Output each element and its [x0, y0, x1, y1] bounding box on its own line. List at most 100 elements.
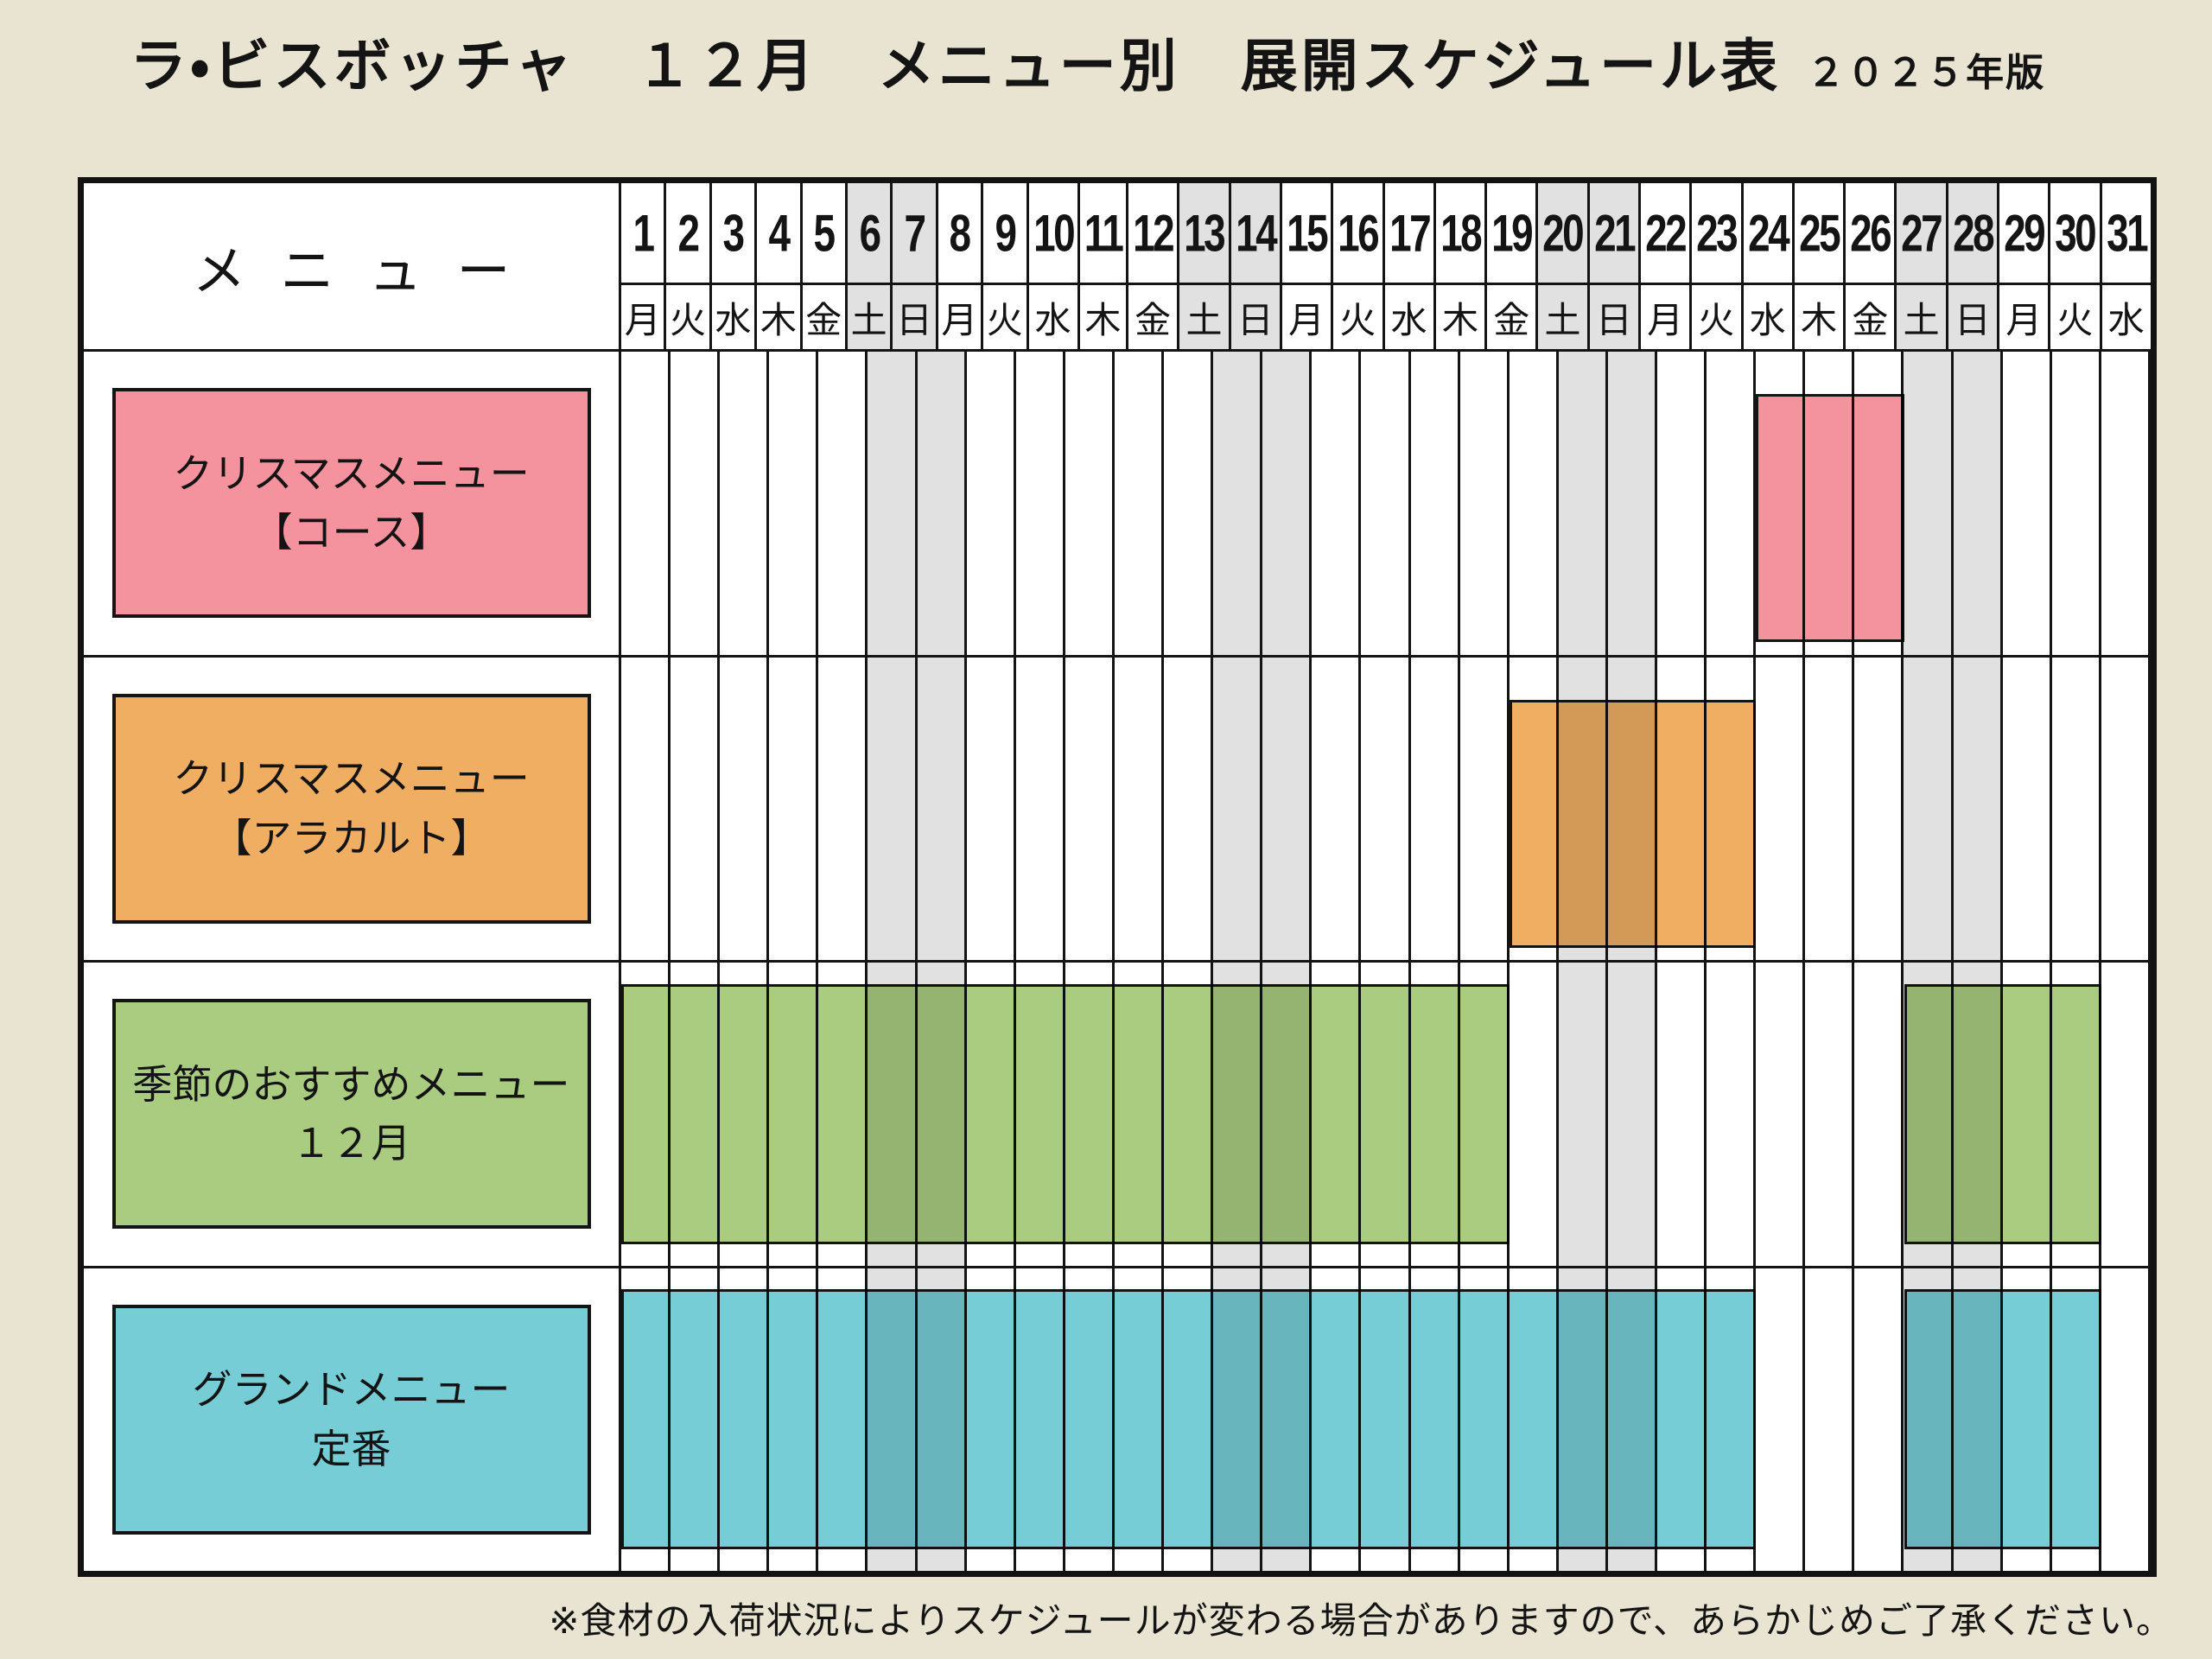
day-cell — [1657, 352, 1707, 655]
menu-label-line2: 【コース】 — [252, 510, 450, 556]
day-cell — [621, 657, 671, 960]
weekday-label: 月 — [1647, 299, 1684, 340]
day-number-text: 13 — [1184, 203, 1226, 263]
weekday-label: 水 — [715, 299, 752, 340]
day-number-text: 20 — [1542, 203, 1585, 263]
day-cell — [1953, 657, 2003, 960]
day-cell — [1510, 963, 1559, 1266]
day-column-header: 11 木 — [1079, 183, 1129, 349]
weekday-label: 土 — [1185, 299, 1223, 340]
day-number: 9 — [983, 183, 1027, 285]
menu-column-header: メニュー — [84, 183, 621, 349]
weekday-label: 木 — [760, 299, 797, 340]
schedule-row: グランドメニュー 定番 — [84, 1268, 2151, 1571]
menu-label-line2: 定番 — [311, 1426, 391, 1471]
weekday-label: 金 — [1135, 299, 1172, 340]
day-number: 7 — [893, 183, 936, 285]
weekday-label: 日 — [1595, 299, 1632, 340]
day-number-text: 12 — [1133, 203, 1175, 263]
weekday-label: 水 — [1034, 299, 1071, 340]
day-number: 2 — [666, 183, 709, 285]
day-cell — [1016, 352, 1065, 655]
day-cell — [818, 352, 868, 655]
day-number-text: 5 — [813, 203, 836, 263]
day-cell — [1607, 963, 1657, 1266]
day-column-header: 28 日 — [1948, 183, 2000, 349]
day-cell — [1016, 657, 1065, 960]
menu-label-cell: 季節のおすすめメニュー １２月 — [84, 963, 621, 1266]
menu-label-box: クリスマスメニュー 【コース】 — [111, 388, 591, 619]
menu-label-line2: 【アラカルト】 — [212, 815, 491, 861]
day-cell — [1756, 963, 1806, 1266]
day-column-header: 27 土 — [1897, 183, 1948, 349]
weekday-label: 日 — [1236, 299, 1274, 340]
day-cell — [2003, 657, 2052, 960]
day-cell — [1805, 1268, 1855, 1571]
day-cell — [1411, 352, 1460, 655]
day-number: 28 — [1948, 183, 1998, 285]
day-cell — [868, 657, 918, 960]
day-cell — [1707, 352, 1757, 655]
day-number: 22 — [1640, 183, 1690, 285]
day-headers: 1 月 2 火 3 水 4 木 5 金 6 土 7 日 8 月 9 火 10 水 11 木 12 金 13 土 14 日 15 月 16 火 1… — [621, 183, 2151, 349]
page-title-text: ラ・ビスボッチャ １２月 メニュー別 展開スケジュール表 — [130, 34, 1782, 98]
day-cell — [1854, 963, 1904, 1266]
day-number-text: 1 — [632, 203, 655, 263]
footer-note: ※食材の入荷状況によりスケジュールが変わる場合がありますので、あらかじめご了承く… — [549, 1600, 2173, 1641]
day-cell — [671, 657, 721, 960]
day-cell — [967, 352, 1016, 655]
day-number: 5 — [802, 183, 845, 285]
day-number: 17 — [1384, 183, 1433, 285]
day-cell — [1115, 657, 1165, 960]
menu-label-cell: クリスマスメニュー 【コース】 — [84, 352, 621, 655]
weekday-label: 水 — [2107, 299, 2145, 340]
day-column-header: 19 金 — [1487, 183, 1539, 349]
day-number: 6 — [847, 183, 891, 285]
day-cell — [671, 352, 721, 655]
day-column-header: 25 木 — [1794, 183, 1847, 349]
day-number-text: 26 — [1850, 203, 1892, 263]
day-number: 4 — [757, 183, 800, 285]
day-cell — [1510, 352, 1559, 655]
day-number-text: 27 — [1901, 203, 1944, 263]
row-day-cells — [621, 352, 2151, 655]
weekday-label: 月 — [941, 299, 978, 340]
day-number: 12 — [1128, 183, 1178, 285]
day-column-header: 21 日 — [1589, 183, 1641, 349]
day-cell — [1904, 352, 1954, 655]
menu-schedule-bar — [621, 983, 1510, 1244]
day-cell — [1805, 657, 1855, 960]
day-cell — [818, 657, 868, 960]
day-column-header: 23 火 — [1692, 183, 1744, 349]
day-cell — [1262, 352, 1313, 655]
day-cell — [1312, 657, 1362, 960]
weekday-label: 金 — [1493, 299, 1530, 340]
day-cell — [1065, 657, 1115, 960]
menu-label-line1: 季節のおすすめメニュー — [132, 1061, 570, 1107]
day-number-text: 16 — [1338, 203, 1380, 263]
row-day-cells — [621, 963, 2151, 1266]
day-number-text: 8 — [949, 203, 972, 263]
day-column-header: 20 土 — [1538, 183, 1590, 349]
weekday-label: 月 — [2005, 299, 2043, 340]
schedule-row: クリスマスメニュー 【アラカルト】 — [84, 657, 2151, 963]
day-cell — [1953, 352, 2003, 655]
day-number: 31 — [2101, 183, 2151, 285]
day-cell — [917, 352, 967, 655]
day-cell — [1460, 657, 1510, 960]
weekday-label: 火 — [1339, 299, 1376, 340]
day-cell — [967, 657, 1016, 960]
day-number-text: 14 — [1235, 203, 1278, 263]
day-cell — [1558, 963, 1608, 1266]
day-number-text: 19 — [1491, 203, 1534, 263]
day-cell — [2101, 1268, 2151, 1571]
day-number-text: 6 — [859, 203, 881, 263]
day-number: 3 — [711, 183, 755, 285]
day-number-text: 22 — [1645, 203, 1688, 263]
